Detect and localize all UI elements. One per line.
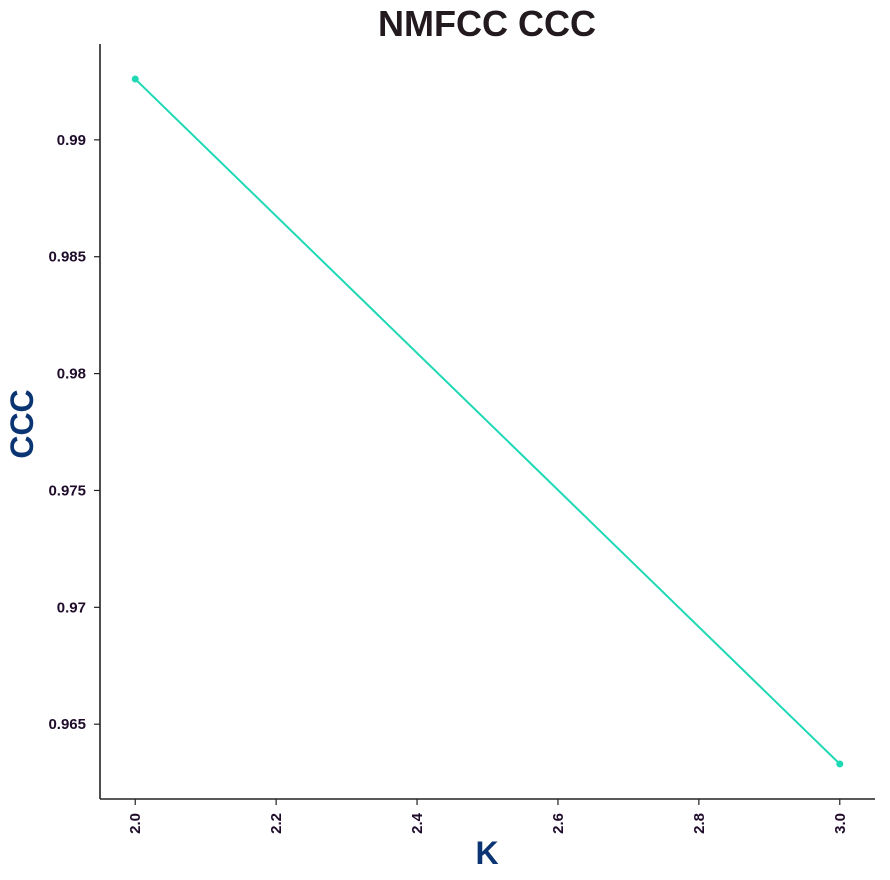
x-axis-label: K (475, 835, 498, 871)
chart-title: NMFCC CCC (378, 3, 596, 44)
series-line (134, 78, 841, 765)
x-tick-label: 2.0 (127, 813, 144, 834)
x-tick-label: 3.0 (832, 813, 849, 834)
x-tick-label: 2.2 (268, 813, 285, 834)
y-axis-label: CCC (4, 389, 40, 458)
x-tick-label: 2.8 (691, 813, 708, 834)
y-axis-ticks: 0.965 0.97 0.975 0.98 0.985 0.99 (48, 132, 100, 733)
y-tick-label: 0.985 (48, 249, 86, 266)
x-tick-label: 2.6 (550, 813, 567, 834)
series-layer (131, 75, 844, 768)
data-point (836, 760, 844, 768)
x-axis-ticks: 2.0 2.2 2.4 2.6 2.8 3.0 (127, 799, 849, 834)
y-tick-label: 0.98 (57, 366, 86, 383)
y-tick-label: 0.965 (48, 716, 86, 733)
y-tick-label: 0.97 (57, 599, 86, 616)
y-tick-label: 0.975 (48, 482, 86, 499)
y-tick-label: 0.99 (57, 132, 86, 149)
data-point (131, 75, 139, 83)
x-tick-label: 2.4 (409, 812, 426, 834)
